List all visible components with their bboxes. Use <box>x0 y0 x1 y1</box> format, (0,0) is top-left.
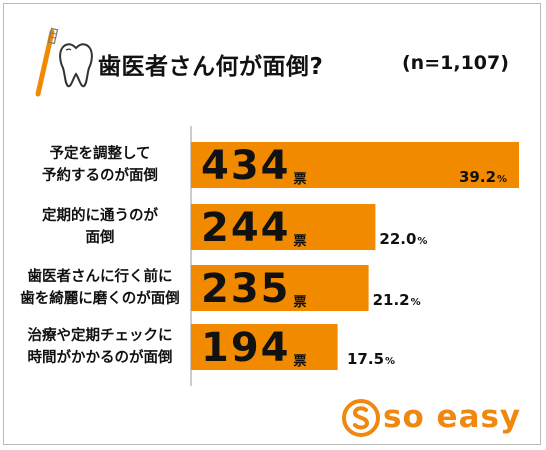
percent-sign: % <box>385 356 396 367</box>
value-number: 235 <box>201 266 291 312</box>
value-unit: 票 <box>293 172 307 187</box>
percent-label: 17.5% <box>347 350 395 368</box>
tooth-icon <box>59 43 93 88</box>
percent-label: 39.2% <box>459 168 507 186</box>
bar <box>191 204 376 250</box>
chart-title: 歯医者さん何が面倒? <box>98 54 324 80</box>
category-label: 治療や定期チェックに 時間がかかるのが面倒 <box>27 328 173 366</box>
value-unit: 票 <box>293 295 307 310</box>
value-number: 434 <box>201 143 291 189</box>
value-label: 194 票 <box>201 328 307 382</box>
logo-mark-icon <box>342 399 380 437</box>
value-unit: 票 <box>293 354 307 369</box>
percent-sign: % <box>497 174 508 185</box>
logo-text: so easy <box>383 399 522 435</box>
bar <box>191 142 519 188</box>
category-label: 予定を調整して 予約するのが面倒 <box>42 146 158 184</box>
category-label: 歯医者さんに行く前に 歯を綺麗に磨くのが面倒 <box>20 269 180 307</box>
value-label: 235 票 <box>201 269 307 323</box>
bar <box>191 265 369 311</box>
toothbrush-icon <box>35 27 59 97</box>
percent-number: 22.0 <box>379 230 417 248</box>
value-unit: 票 <box>293 234 307 249</box>
percent-sign: % <box>417 236 428 247</box>
percent-sign: % <box>410 297 421 308</box>
percent-number: 17.5 <box>347 350 385 368</box>
category-label: 定期的に通うのが 面倒 <box>42 208 158 246</box>
chart-header: 歯医者さん何が面倒? (n=1,107) <box>30 26 530 97</box>
value-label: 244 票 <box>201 208 307 262</box>
percent-label: 21.2% <box>373 291 421 309</box>
percent-number: 39.2 <box>459 168 497 186</box>
sample-size: (n=1,107) <box>402 52 509 74</box>
value-label: 434 票 <box>201 146 307 200</box>
percent-number: 21.2 <box>372 291 410 309</box>
value-number: 244 <box>201 205 291 251</box>
value-number: 194 <box>201 325 291 371</box>
percent-label: 22.0% <box>379 230 427 248</box>
bar <box>191 324 338 370</box>
